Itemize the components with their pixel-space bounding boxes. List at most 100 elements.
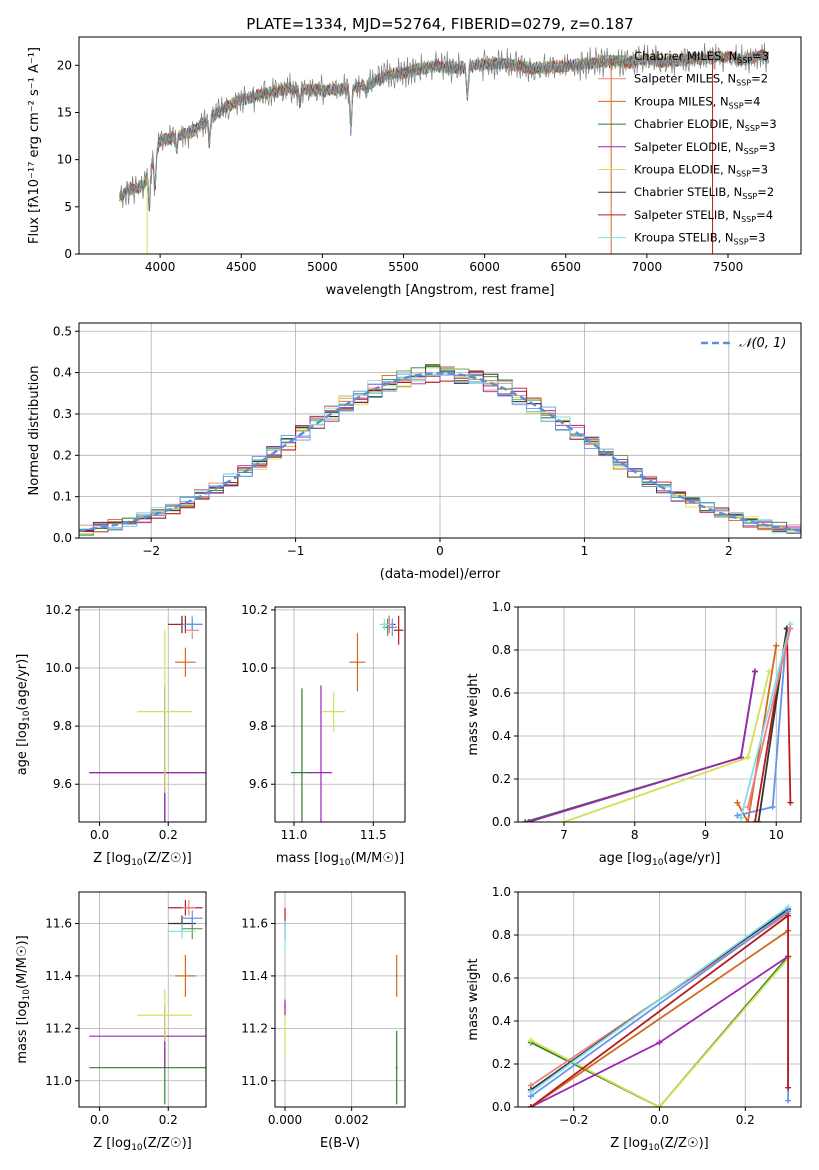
y-axis-label-tail: (age/yr)] bbox=[15, 654, 30, 711]
y-tick-label: 5 bbox=[64, 200, 72, 214]
x-tick-label: 11.5 bbox=[360, 828, 387, 842]
y-axis-label: mass [log10(M/M☉)] bbox=[15, 935, 32, 1063]
x-tick-label: 0 bbox=[436, 544, 444, 558]
weight-line-1 bbox=[528, 671, 756, 822]
legend-entry-main: Kroupa ELODIE, N bbox=[634, 163, 736, 177]
legend-entry-main: Chabrier MILES, N bbox=[634, 49, 737, 63]
y-tick-label: 0.0 bbox=[53, 531, 72, 545]
y-axis-label-sub: 10 bbox=[22, 989, 32, 1001]
legend-entry-sub: SSP bbox=[734, 238, 749, 247]
legend-entry-tail: =2 bbox=[757, 185, 774, 199]
legend-entry-tail: =3 bbox=[759, 140, 776, 154]
x-axis-label: Z [log10(Z/Z☉)] bbox=[610, 1136, 708, 1153]
legend-entry-main: Salpeter STELIB, N bbox=[634, 208, 741, 222]
y-tick-label: 10.0 bbox=[45, 661, 72, 675]
legend-entry: Salpeter ELODIE, NSSP=3 bbox=[634, 140, 776, 156]
axes-frame bbox=[78, 36, 802, 255]
x-tick-label: 0.002 bbox=[334, 1113, 368, 1127]
x-axis-label-main: mass [log bbox=[276, 851, 339, 866]
x-tick-label: 7 bbox=[560, 828, 568, 842]
x-tick-label: 8 bbox=[631, 828, 639, 842]
x-axis-label: Z [log10(Z/Z☉)] bbox=[93, 1136, 191, 1153]
y-axis-label: mass weight bbox=[466, 958, 481, 1040]
x-axis-label-sub: 10 bbox=[339, 858, 351, 868]
x-axis-label: wavelength [Angstrom, rest frame] bbox=[326, 283, 555, 298]
y-tick-label: 0.8 bbox=[492, 928, 511, 942]
x-axis-label-sub: 10 bbox=[652, 858, 664, 868]
weight-line-7 bbox=[740, 623, 792, 818]
y-tick-label: 11.2 bbox=[45, 1021, 72, 1035]
histogram-series-7 bbox=[79, 370, 801, 533]
y-tick-label: 9.6 bbox=[249, 777, 268, 791]
legend-entry: Salpeter MILES, NSSP=2 bbox=[634, 72, 768, 88]
weight-line-0 bbox=[530, 955, 789, 1107]
legend-entry: Salpeter STELIB, NSSP=4 bbox=[634, 208, 773, 224]
y-tick-label: 9.8 bbox=[249, 719, 268, 733]
legend-entry-sub: SSP bbox=[729, 101, 744, 110]
x-axis-label: mass [log10(M/M☉)] bbox=[276, 851, 404, 868]
y-tick-label: 0.4 bbox=[53, 366, 72, 380]
weight-line-4 bbox=[737, 628, 788, 817]
legend-entry-sub: SSP bbox=[745, 124, 760, 133]
x-axis-label-tail: (Z/Z☉)] bbox=[660, 1136, 709, 1151]
weight-marker bbox=[769, 803, 776, 810]
y-tick-label: 11.4 bbox=[241, 969, 268, 983]
x-tick-label: 2 bbox=[725, 544, 733, 558]
spectrum-panel: 4000 4500 5000 5500 6000 6500 7000 7500 0 5 10 15 20… bbox=[27, 36, 802, 298]
x-axis-label-sub: 10 bbox=[648, 1143, 660, 1153]
legend-entry: Chabrier STELIB, NSSP=2 bbox=[634, 185, 774, 201]
x-tick-label: 0.2 bbox=[736, 1113, 755, 1127]
axes-frame bbox=[78, 606, 207, 823]
plot-area bbox=[290, 615, 404, 822]
legend-entry-sub: SSP bbox=[736, 170, 751, 179]
y-tick-label: 0.0 bbox=[492, 1100, 511, 1114]
y-axis-label-tail: (M/M☉)] bbox=[15, 935, 30, 989]
y-tick-label: 10.0 bbox=[241, 661, 268, 675]
mass-vs-ebv-panel: 0.000 0.002 11.0 11.2 11.4 11.6 E(B-V) bbox=[241, 891, 406, 1151]
mass-weight-vs-metallicity-panel: −0.2 0.0 0.2 0.0 0.2 0.4 0.6 0.8 1.0 Z [log10(Z/Z… bbox=[466, 885, 802, 1153]
legend-entry: Kroupa ELODIE, NSSP=3 bbox=[634, 163, 768, 179]
y-axis-label: Normed distribution bbox=[27, 366, 42, 496]
figure-title: PLATE=1334, MJD=52764, FIBERID=0279, z=0… bbox=[246, 15, 633, 33]
weight-marker bbox=[785, 1084, 792, 1091]
y-axis-label-main: age [log bbox=[15, 722, 30, 775]
y-tick-label: 1.0 bbox=[492, 885, 511, 899]
x-tick-label: 0.000 bbox=[268, 1113, 302, 1127]
x-tick-label: 5000 bbox=[307, 260, 338, 274]
y-tick-label: 9.8 bbox=[53, 719, 72, 733]
age-vs-metallicity-panel: 0.0 0.29.69.810.010.2Z [log10(Z/Z☉)]age [… bbox=[15, 603, 207, 868]
residuals-panel: −2 −1 0 1 2 0.0 0.1 0.2 0.3 0.4 0.5 𝒩(0, 1) (data-mo… bbox=[27, 322, 802, 582]
y-tick-label: 11.0 bbox=[241, 1074, 268, 1088]
weight-marker bbox=[752, 668, 759, 675]
y-tick-label: 0.2 bbox=[492, 772, 511, 786]
y-tick-label: 20 bbox=[57, 58, 72, 72]
y-tick-label: 0 bbox=[64, 247, 72, 261]
x-tick-label: 7500 bbox=[713, 260, 744, 274]
x-tick-label: 1 bbox=[581, 544, 589, 558]
y-tick-label: 11.4 bbox=[45, 969, 72, 983]
weight-marker bbox=[755, 819, 762, 822]
weight-line-7 bbox=[530, 929, 789, 1107]
x-axis-label-tail: (Z/Z☉)] bbox=[143, 1136, 192, 1151]
y-tick-label: 0.2 bbox=[492, 1057, 511, 1071]
y-tick-label: 0.4 bbox=[492, 729, 511, 743]
mass-vs-metallicity-panel: 0.0 0.211.011.211.411.6Z [log10(Z/Z☉)]mas… bbox=[15, 891, 207, 1153]
x-tick-label: 11.0 bbox=[281, 828, 308, 842]
weight-marker bbox=[785, 912, 792, 919]
weight-marker bbox=[656, 1104, 663, 1107]
x-tick-label: 9 bbox=[702, 828, 710, 842]
x-tick-label: 7000 bbox=[632, 260, 663, 274]
y-tick-label: 10.2 bbox=[241, 603, 268, 617]
y-tick-label: 0.0 bbox=[492, 815, 511, 829]
axes-frame bbox=[274, 891, 406, 1108]
weight-marker bbox=[737, 814, 744, 821]
y-tick-label: 0.5 bbox=[53, 324, 72, 338]
x-tick-label: 0.2 bbox=[159, 1113, 178, 1127]
x-axis-label-main: Z [log bbox=[610, 1136, 648, 1151]
weight-marker bbox=[744, 754, 751, 761]
x-axis-label-main: age [log bbox=[599, 851, 652, 866]
x-tick-label: 6500 bbox=[550, 260, 581, 274]
y-tick-label: 11.0 bbox=[45, 1074, 72, 1088]
y-tick-label: 11.6 bbox=[45, 916, 72, 930]
